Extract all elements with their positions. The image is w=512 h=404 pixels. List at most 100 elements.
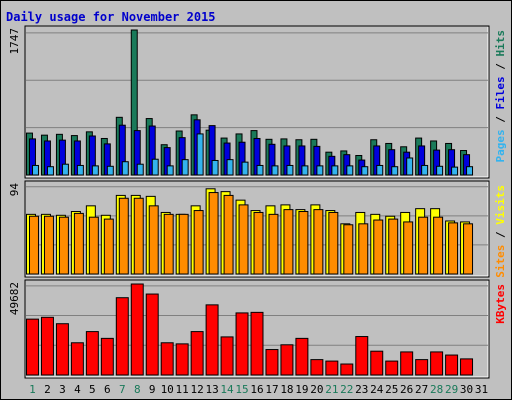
- day-label-4: 4: [74, 383, 81, 396]
- bar-pages-day-1: [32, 164, 39, 176]
- bar-kbytes-day-15: [235, 312, 249, 376]
- bar-sites-day-8: [133, 197, 144, 275]
- y-max-label: 94: [8, 183, 21, 197]
- bar-kbytes-day-7: [115, 297, 129, 376]
- bar-pages-day-27: [421, 164, 429, 176]
- bar-kbytes-day-2: [40, 316, 54, 376]
- bar-kbytes-day-13: [205, 304, 219, 376]
- axis-label-part: /: [494, 225, 507, 245]
- bar-sites-day-2: [43, 215, 54, 275]
- bar-pages-day-11: [181, 159, 189, 176]
- bar-sites-day-4: [73, 212, 84, 275]
- bar-sites-day-10: [163, 213, 174, 275]
- bar-pages-day-22: [346, 165, 354, 176]
- bar-pages-day-6: [106, 165, 114, 176]
- bar-kbytes-day-11: [175, 343, 189, 376]
- bar-pages-day-5: [91, 165, 99, 176]
- axis-label-kbytes: KBytes: [494, 284, 507, 324]
- bar-pages-day-8: [136, 163, 144, 176]
- bar-sites-day-6: [103, 218, 114, 275]
- bar-pages-day-19: [301, 165, 309, 176]
- bar-sites-day-29: [448, 222, 459, 275]
- bar-kbytes-day-9: [145, 293, 159, 376]
- bar-pages-day-13: [211, 159, 219, 176]
- day-label-1: 1: [29, 383, 36, 396]
- day-label-7: 7: [119, 383, 126, 396]
- axis-label-visitors: Sites / Visits: [494, 185, 507, 278]
- day-label-21: 21: [325, 383, 338, 396]
- bar-pages-day-14: [226, 159, 234, 176]
- bar-pages-day-30: [466, 166, 474, 176]
- bar-pages-day-16: [256, 164, 264, 176]
- axis-label-part: /: [494, 110, 507, 130]
- bar-pages-day-12: [196, 133, 204, 176]
- bar-sites-day-7: [118, 197, 129, 275]
- bar-sites-day-24: [373, 219, 384, 275]
- bar-kbytes-day-25: [385, 360, 399, 376]
- bar-pages-day-28: [436, 165, 444, 176]
- bar-pages-day-24: [376, 164, 384, 176]
- bar-kbytes-day-3: [55, 323, 69, 376]
- bar-sites-day-19: [298, 211, 309, 275]
- bar-sites-day-15: [238, 204, 249, 275]
- bar-kbytes-day-28: [430, 351, 444, 376]
- axis-label-part: Visits: [494, 185, 507, 225]
- bar-sites-day-30: [463, 223, 474, 275]
- bar-sites-day-28: [433, 216, 444, 275]
- bar-sites-day-5: [88, 216, 99, 275]
- bar-kbytes-day-27: [415, 359, 429, 376]
- day-label-20: 20: [310, 383, 323, 396]
- bar-sites-day-17: [268, 213, 279, 275]
- day-label-29: 29: [445, 383, 458, 396]
- bar-pages-day-18: [286, 164, 294, 176]
- bar-sites-day-3: [58, 216, 69, 275]
- bar-sites-day-14: [223, 194, 234, 275]
- bar-kbytes-day-26: [400, 351, 414, 376]
- bar-kbytes-day-16: [250, 311, 264, 376]
- bar-pages-day-26: [406, 157, 414, 176]
- bar-kbytes-day-24: [370, 350, 384, 376]
- bar-pages-day-23: [361, 166, 369, 176]
- day-label-26: 26: [400, 383, 413, 396]
- bar-sites-day-12: [193, 210, 204, 275]
- bar-sites-day-11: [178, 213, 189, 275]
- day-label-23: 23: [355, 383, 368, 396]
- day-label-6: 6: [104, 383, 111, 396]
- bar-kbytes-day-6: [100, 337, 114, 376]
- bar-kbytes-day-14: [220, 336, 234, 376]
- day-label-25: 25: [385, 383, 398, 396]
- bar-sites-day-27: [418, 216, 429, 275]
- bar-sites-day-16: [253, 211, 264, 275]
- bar-pages-day-20: [316, 165, 324, 176]
- axis-label-requests: Pages / Files / Hits: [494, 30, 507, 163]
- bar-sites-day-1: [29, 215, 39, 275]
- bar-pages-day-4: [76, 164, 84, 176]
- bar-kbytes-day-20: [310, 359, 324, 376]
- bar-sites-day-20: [313, 209, 324, 275]
- bar-kbytes-day-29: [445, 354, 459, 376]
- day-label-12: 12: [191, 383, 204, 396]
- bar-kbytes-day-18: [280, 344, 294, 376]
- day-label-15: 15: [235, 383, 248, 396]
- axis-label-part: /: [494, 57, 507, 77]
- bar-kbytes-day-23: [355, 336, 369, 376]
- day-label-17: 17: [265, 383, 278, 396]
- day-label-27: 27: [415, 383, 428, 396]
- bar-sites-day-18: [283, 209, 294, 275]
- bar-pages-day-10: [166, 165, 174, 176]
- day-label-28: 28: [430, 383, 443, 396]
- y-max-label: 1747: [8, 28, 21, 55]
- bar-kbytes-day-4: [70, 342, 84, 376]
- bar-pages-day-3: [61, 163, 69, 176]
- day-label-22: 22: [340, 383, 353, 396]
- bar-kbytes-day-17: [265, 349, 279, 376]
- bar-sites-day-23: [358, 223, 369, 275]
- day-label-14: 14: [220, 383, 234, 396]
- bar-pages-day-15: [241, 161, 249, 176]
- day-label-18: 18: [280, 383, 293, 396]
- bar-kbytes-day-5: [85, 331, 99, 376]
- bar-sites-day-26: [403, 221, 414, 275]
- day-label-2: 2: [44, 383, 51, 396]
- bar-kbytes-day-30: [460, 358, 474, 376]
